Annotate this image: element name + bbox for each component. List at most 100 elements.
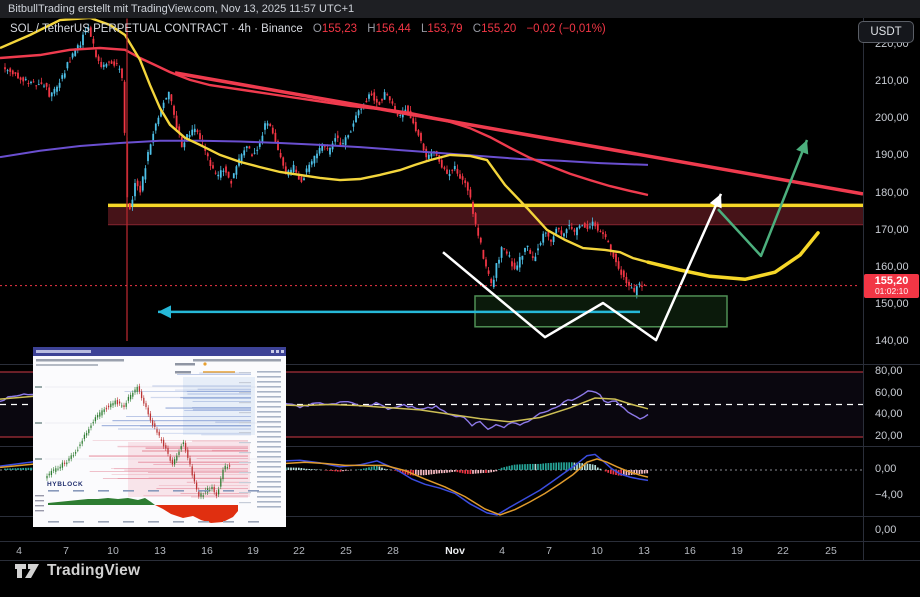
close-label: C (472, 23, 482, 35)
price-axis-label: 210,00 (875, 75, 909, 88)
white-projection-arrow-head (709, 193, 722, 209)
inset-date-label (73, 521, 84, 523)
inset-y-label (35, 386, 42, 388)
hyblock-brand-label: HYBLOCK (47, 481, 84, 488)
inset-level-list-text (257, 471, 281, 473)
inset-title-bar (33, 347, 286, 356)
attribution-text: BitbullTrading erstellt mit TradingView.… (8, 3, 355, 15)
inset-date-label (248, 521, 259, 523)
price-axis-label: 190,00 (875, 149, 909, 162)
hyblock-inset-image: HYBLOCK (33, 347, 286, 527)
inset-level-list-text (257, 431, 281, 433)
inset-level-list-text (257, 456, 281, 458)
inset-level-list-text (257, 446, 281, 448)
inset-date-label (48, 521, 59, 523)
white-projection-arrow (442, 193, 723, 342)
inset-window-button (276, 350, 279, 353)
inset-level-list-text (257, 421, 281, 423)
green-projection-arrow-head (796, 140, 809, 155)
price-axis-label: 170,00 (875, 223, 909, 236)
macd-axis-label: 0,00 (875, 463, 897, 475)
inset-level-list-text (257, 466, 281, 468)
tradingview-logo[interactable]: TradingView (14, 562, 140, 580)
inset-level-list-text (257, 476, 281, 478)
purple-ma-line (0, 139, 649, 166)
inset-y-label (35, 510, 44, 512)
inset-subtitle-text (36, 359, 124, 362)
inset-level-list-text (239, 452, 251, 454)
inset-level-list-text (257, 506, 281, 508)
rsi-axis-label: 40,00 (875, 408, 903, 421)
inset-level-list-text (257, 486, 281, 488)
inset-date-label (73, 490, 84, 492)
time-axis-label: 7 (546, 545, 552, 557)
red-ma-line (0, 46, 649, 197)
inset-level-list-text (257, 376, 281, 378)
time-axis-label: 28 (387, 545, 399, 557)
inset-level-list-text (257, 381, 281, 383)
inset-date-label (248, 490, 259, 492)
inset-level-list-text (239, 372, 251, 374)
rsi-axis-label: 80,00 (875, 365, 903, 377)
inset-level-list-text (257, 436, 281, 438)
time-axis-label: 22 (777, 545, 789, 557)
yellow-ma-line (0, 18, 649, 264)
inset-info-text (193, 359, 281, 362)
inset-green-area (48, 498, 155, 505)
close-value: 155,20 (481, 23, 517, 35)
inset-date-label (173, 521, 184, 523)
price-axis-label: 140,00 (875, 335, 909, 347)
inset-date-label (123, 490, 134, 492)
cyan-left-arrow-head (158, 305, 171, 319)
price-axis-label: 160,00 (875, 260, 909, 273)
low-value: 153,79 (427, 23, 463, 35)
inset-y-label (35, 505, 44, 507)
inset-subtitle-text (36, 364, 98, 366)
inset-level-list-text (257, 391, 281, 393)
time-axis-label: 7 (63, 545, 69, 557)
inset-y-label (35, 500, 44, 502)
open-value: 155,23 (321, 23, 358, 35)
inset-date-label (48, 490, 59, 492)
inset-legend-label (175, 371, 191, 374)
currency-toggle-button[interactable]: USDT (858, 21, 914, 43)
inset-level-list-text (239, 382, 251, 384)
inset-title-text (36, 350, 91, 353)
green-projection-arrow (717, 139, 809, 258)
inset-level-list-text (239, 502, 251, 504)
inset-level-list-text (239, 422, 251, 424)
inset-level-list-text (257, 396, 281, 398)
symbol-legend[interactable]: SOL / TetherUS PERPETUAL CONTRACT · 4h ·… (10, 23, 606, 35)
time-axis-label: 25 (340, 545, 352, 557)
inset-level-list-text (239, 432, 251, 434)
inset-window-button (281, 350, 284, 353)
inset-level-list-text (257, 416, 281, 418)
time-axis-label: 13 (154, 545, 166, 557)
inset-legend-label (175, 363, 195, 366)
inset-level-list-text (239, 442, 251, 444)
yellow-projection-curve (646, 231, 820, 282)
inset-level-list-text (257, 481, 281, 483)
high-value: 156,44 (375, 23, 411, 35)
inset-level-list-text (239, 482, 251, 484)
inset-date-label (198, 490, 209, 492)
inset-date-label (98, 521, 109, 523)
time-axis-label: 16 (201, 545, 213, 557)
rsi-axis-label: 20,00 (875, 430, 903, 442)
inset-red-area (155, 505, 238, 523)
time-axis-label: 10 (591, 545, 603, 557)
time-axis-label: 16 (684, 545, 696, 557)
last-price-badge: 155,20 01:02:10 (864, 273, 919, 298)
hyblock-inset-chart (33, 347, 286, 527)
time-axis-label: 13 (638, 545, 650, 557)
inset-y-label (35, 422, 42, 424)
last-price-value: 155,20 (874, 274, 909, 287)
inset-level-list-text (257, 371, 281, 373)
price-axis-label: 180,00 (875, 186, 909, 199)
time-axis-label: 22 (293, 545, 305, 557)
inset-level-list-text (239, 392, 251, 394)
inset-level-list-text (257, 501, 281, 503)
time-axis-label: 4 (499, 545, 505, 557)
rsi-axis-label: 60,00 (875, 386, 903, 399)
inset-date-label (148, 521, 159, 523)
